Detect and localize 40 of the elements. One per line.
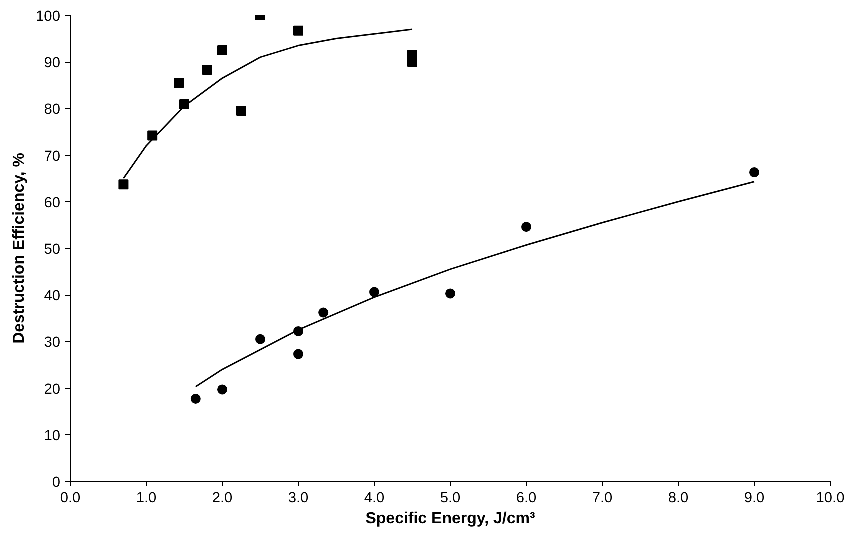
- y-tick-label: 60: [44, 195, 61, 212]
- point: [318, 308, 329, 318]
- y-tick-label: 100: [36, 9, 61, 25]
- x-tick-label: 8.0: [668, 490, 689, 506]
- x-tick-label: 4.0: [364, 490, 385, 506]
- x-tick-label: 5.0: [440, 490, 461, 506]
- x-tick-label: 9.0: [744, 490, 765, 506]
- point: [174, 78, 184, 88]
- point: [218, 45, 228, 56]
- point: [202, 65, 212, 76]
- point: [750, 168, 760, 178]
- point: [256, 334, 266, 344]
- x-axis-title: Specific Energy, J/cm³: [366, 510, 536, 528]
- y-tick-label: 70: [44, 148, 61, 165]
- point: [118, 180, 129, 190]
- x-tick-label: 6.0: [516, 490, 537, 506]
- y-tick-label: 80: [44, 102, 61, 118]
- x-tick-label: 2.0: [212, 490, 233, 506]
- y-tick-label: 10: [44, 428, 61, 444]
- y-tick-label: 90: [44, 56, 61, 72]
- y-axis-title: Destruction Efficiency, %: [11, 153, 28, 344]
- y-tick-label: 50: [44, 242, 61, 258]
- point: [370, 287, 380, 298]
- x-tick-label: 7.0: [592, 490, 613, 506]
- point: [294, 26, 304, 36]
- point: [190, 394, 201, 404]
- y-tick-label: 20: [44, 382, 61, 398]
- line-series: [195, 181, 756, 388]
- point: [446, 288, 456, 299]
- point: [294, 349, 304, 360]
- point: [218, 384, 228, 395]
- y-tick-label: 0: [52, 475, 61, 491]
- x-tick-label: 0.0: [60, 490, 81, 506]
- y-tick-label: 30: [44, 335, 61, 352]
- x-tick-label: 3.0: [288, 490, 309, 506]
- x-tick-label: 1.0: [136, 490, 157, 506]
- x-tick-label: 10.0: [816, 490, 845, 506]
- point: [522, 222, 532, 232]
- point: [236, 106, 246, 116]
- y-tick-label: 40: [44, 288, 61, 305]
